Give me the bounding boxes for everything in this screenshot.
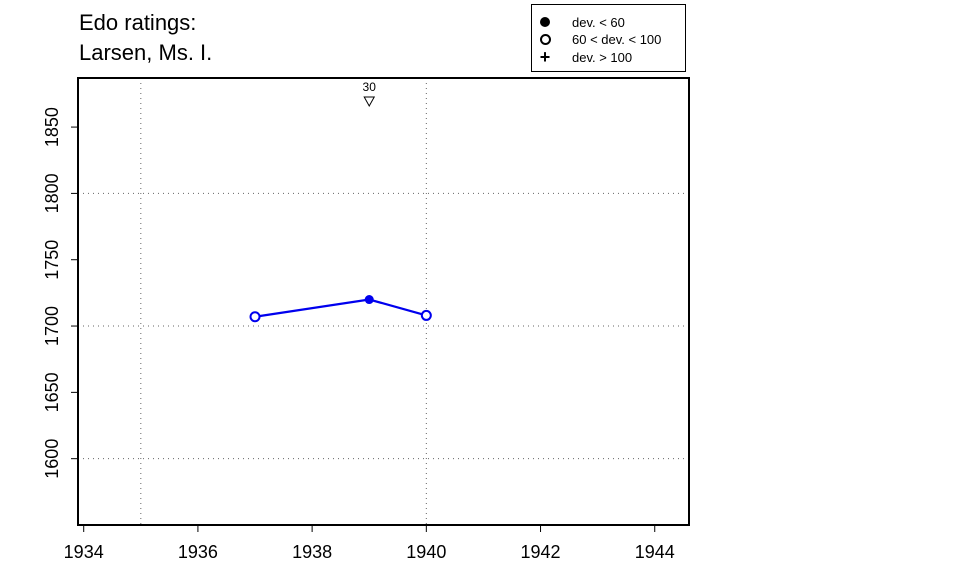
y-tick-label: 1600 [42,439,62,479]
legend: dev. < 60 60 < dev. < 100 + dev. > 100 [531,4,686,72]
x-tick-label: 1944 [635,542,675,562]
x-tick-label: 1938 [292,542,332,562]
x-tick-label: 1942 [521,542,561,562]
x-tick-label: 1934 [64,542,104,562]
open-circle-icon [532,33,558,45]
data-point-open [249,311,261,323]
legend-label: 60 < dev. < 100 [572,31,662,47]
y-tick-label: 1850 [42,107,62,147]
legend-label: dev. < 60 [572,14,625,30]
legend-item-open: 60 < dev. < 100 [532,30,661,48]
chart-title-line-1: Edo ratings: [79,10,197,35]
chart-title: Edo ratings: Larsen, Ms. I. [79,8,212,68]
legend-label: dev. > 100 [572,49,633,65]
y-tick-label: 1700 [42,306,62,346]
legend-item-filled: dev. < 60 [532,13,625,31]
filled-circle-icon [532,17,558,27]
plus-icon: + [539,47,551,67]
x-tick-label: 1936 [178,542,218,562]
y-tick-label: 1800 [42,173,62,213]
y-tick-label: 1650 [42,372,62,412]
y-tick-label: 1750 [42,240,62,280]
series-line [254,298,427,318]
chart-title-line-2: Larsen, Ms. I. [79,40,213,65]
offscale-triangle [363,96,376,108]
plot-frame [77,77,690,526]
data-point-filled [364,295,374,305]
legend-item-plus: + dev. > 100 [532,48,632,66]
offscale-label: 30 [363,80,377,94]
x-tick-label: 1940 [406,542,446,562]
data-point-open [420,309,432,321]
